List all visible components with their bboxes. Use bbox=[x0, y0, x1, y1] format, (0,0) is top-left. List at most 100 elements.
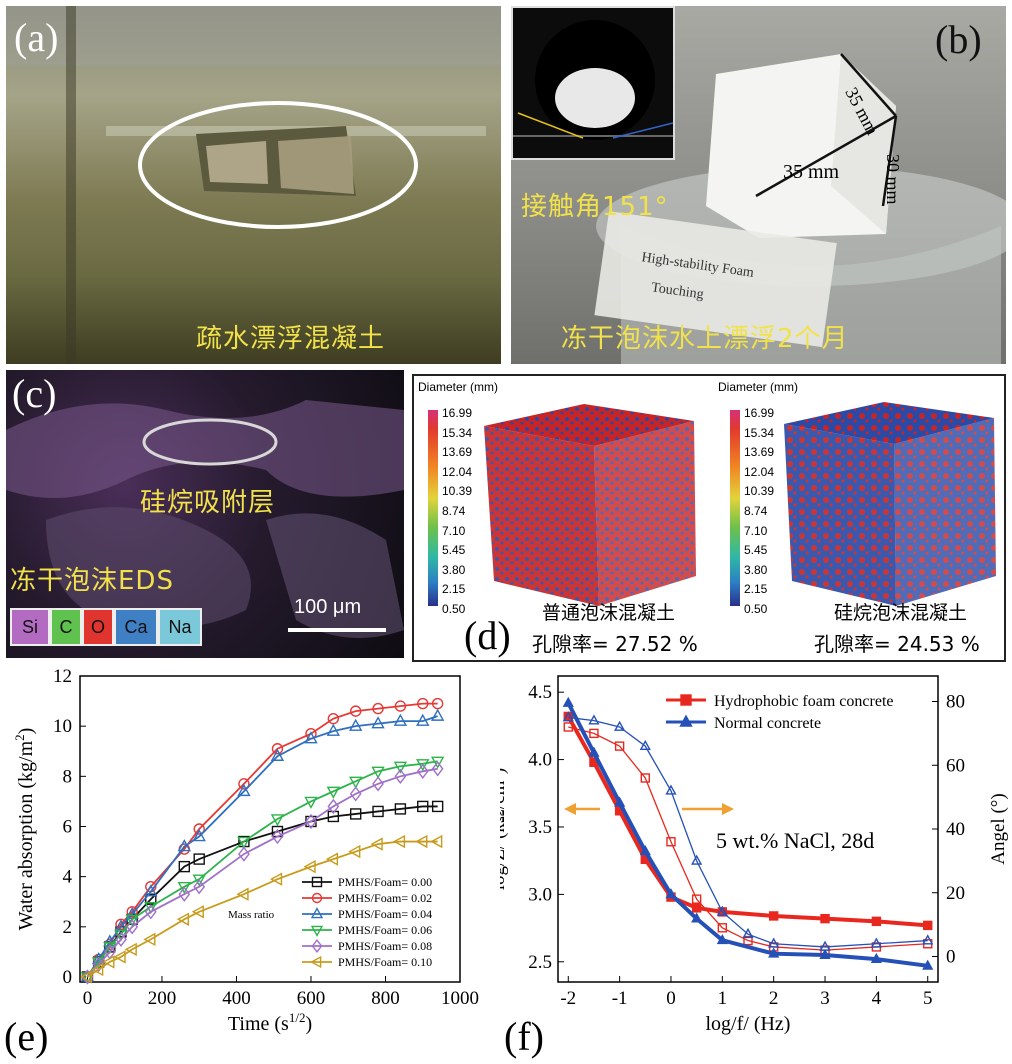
colorbar-tick: 5.45 bbox=[744, 543, 768, 558]
plot-frame bbox=[79, 675, 461, 983]
data-point bbox=[417, 697, 429, 710]
eds-na: Na bbox=[158, 608, 202, 646]
x-tick-label: 600 bbox=[297, 988, 326, 1009]
colorbar-tick: 13.69 bbox=[442, 445, 473, 460]
arrow-right-head bbox=[722, 803, 734, 815]
data-point bbox=[178, 860, 191, 873]
data-point bbox=[392, 834, 406, 849]
data-point bbox=[393, 761, 408, 774]
data-point bbox=[193, 823, 205, 835]
modulus-point bbox=[819, 948, 831, 959]
data-point bbox=[416, 713, 430, 726]
data-point bbox=[126, 919, 139, 935]
eds-map bbox=[6, 400, 404, 638]
colorbar-tick: 15.34 bbox=[442, 425, 473, 440]
panel-a-label: (a) bbox=[14, 15, 59, 60]
data-point bbox=[125, 914, 139, 927]
phase-point bbox=[691, 894, 702, 904]
dim-width: 35 mm bbox=[783, 161, 840, 183]
legend-marker bbox=[680, 694, 692, 706]
series-5 bbox=[79, 834, 443, 984]
data-point bbox=[394, 700, 407, 712]
y-right-tick-label: 80 bbox=[946, 692, 965, 713]
x-tick-label: 200 bbox=[148, 988, 177, 1009]
phase-point bbox=[563, 722, 573, 732]
y-tick-label: 2 bbox=[63, 917, 73, 938]
data-point bbox=[393, 713, 408, 726]
legend-label: Normal concrete bbox=[714, 715, 821, 732]
phase-point bbox=[717, 923, 728, 933]
x-tick-label: 400 bbox=[222, 988, 251, 1009]
modulus-series-hydrophobic bbox=[563, 711, 933, 931]
modulus-point bbox=[923, 920, 933, 931]
legend-marker bbox=[311, 939, 323, 953]
contact-angle-inset bbox=[511, 6, 675, 160]
ct-cubes bbox=[428, 402, 996, 606]
data-point bbox=[178, 886, 191, 902]
data-point bbox=[326, 723, 341, 736]
data-point bbox=[370, 837, 383, 851]
data-point bbox=[144, 904, 157, 920]
data-point bbox=[394, 768, 407, 784]
data-point bbox=[417, 800, 429, 813]
data-point bbox=[303, 859, 316, 874]
data-point bbox=[372, 776, 384, 792]
phase-point bbox=[614, 741, 625, 751]
arrow-left-head bbox=[564, 803, 576, 815]
data-point bbox=[144, 884, 158, 897]
data-point bbox=[126, 906, 138, 918]
data-point bbox=[102, 955, 115, 969]
y-right-tick-label: 20 bbox=[946, 883, 965, 904]
data-point bbox=[304, 731, 318, 744]
data-point bbox=[124, 942, 137, 957]
dim-height: 30 mm bbox=[883, 154, 903, 205]
legend-label: PMHS/Foam= 0.10 bbox=[338, 955, 432, 969]
data-point bbox=[372, 702, 384, 715]
phase-point bbox=[716, 905, 728, 916]
x-tick-label: 0 bbox=[83, 988, 93, 1009]
data-point bbox=[431, 697, 444, 710]
data-point bbox=[415, 834, 428, 849]
modulus-point bbox=[691, 912, 703, 923]
data-point bbox=[176, 912, 190, 926]
modulus-point bbox=[716, 933, 728, 945]
data-point bbox=[79, 970, 93, 984]
data-point bbox=[177, 881, 191, 895]
modulus-line bbox=[566, 715, 928, 928]
data-point bbox=[271, 828, 284, 845]
legend-marker bbox=[679, 714, 693, 727]
x-tick-label: 1 bbox=[718, 988, 728, 1009]
legend-marker bbox=[311, 876, 323, 888]
phase-point bbox=[562, 711, 574, 722]
x-axis-label-end: ) bbox=[305, 1013, 312, 1035]
data-point bbox=[177, 839, 191, 852]
panel-c-sem-eds: (c) 硅烷吸附层 冻干泡沫EDS Si C O Ca Na 100 μm bbox=[6, 370, 404, 658]
phase-point bbox=[640, 773, 650, 783]
y-left-axis-label-end: ) bbox=[500, 768, 509, 774]
x-tick-label: 4 bbox=[872, 988, 882, 1009]
panel-a-photo: (a) 疏水漂浮混凝土 bbox=[6, 6, 501, 364]
left-sample-name: 普通泡沫混凝土 bbox=[542, 602, 676, 624]
y-tick-label: 4 bbox=[63, 867, 73, 888]
y-tick-label: 8 bbox=[63, 766, 73, 787]
x-axis-label: log/f/ (Hz) bbox=[706, 1013, 791, 1035]
colorbar-tick: 8.74 bbox=[442, 503, 466, 518]
left-porosity: 孔隙率= 27.52 % bbox=[532, 632, 698, 656]
data-point bbox=[236, 887, 249, 901]
data-point bbox=[416, 763, 429, 779]
y-left-axis-label: log/Z/ (kΩ/cm2) bbox=[500, 768, 509, 890]
droplet-image bbox=[513, 20, 674, 140]
phase-point bbox=[742, 927, 754, 939]
data-point bbox=[193, 879, 206, 895]
panel-f-label: (f) bbox=[504, 1014, 544, 1059]
colorbar-tick: 16.99 bbox=[442, 406, 473, 420]
panel-e-label: (e) bbox=[4, 1014, 48, 1059]
data-point bbox=[349, 776, 363, 789]
y-left-tick-label: 4.0 bbox=[528, 750, 552, 771]
colorbar-tick: 2.15 bbox=[442, 582, 466, 597]
colorbar-ticks-right: 16.99 15.34 13.69 12.04 10.39 8.74 7.10 … bbox=[744, 404, 774, 620]
data-point bbox=[348, 844, 361, 859]
colorbar-tick: 16.99 bbox=[744, 406, 775, 420]
colorbar-tick: 10.39 bbox=[442, 484, 473, 499]
data-point bbox=[269, 872, 283, 886]
